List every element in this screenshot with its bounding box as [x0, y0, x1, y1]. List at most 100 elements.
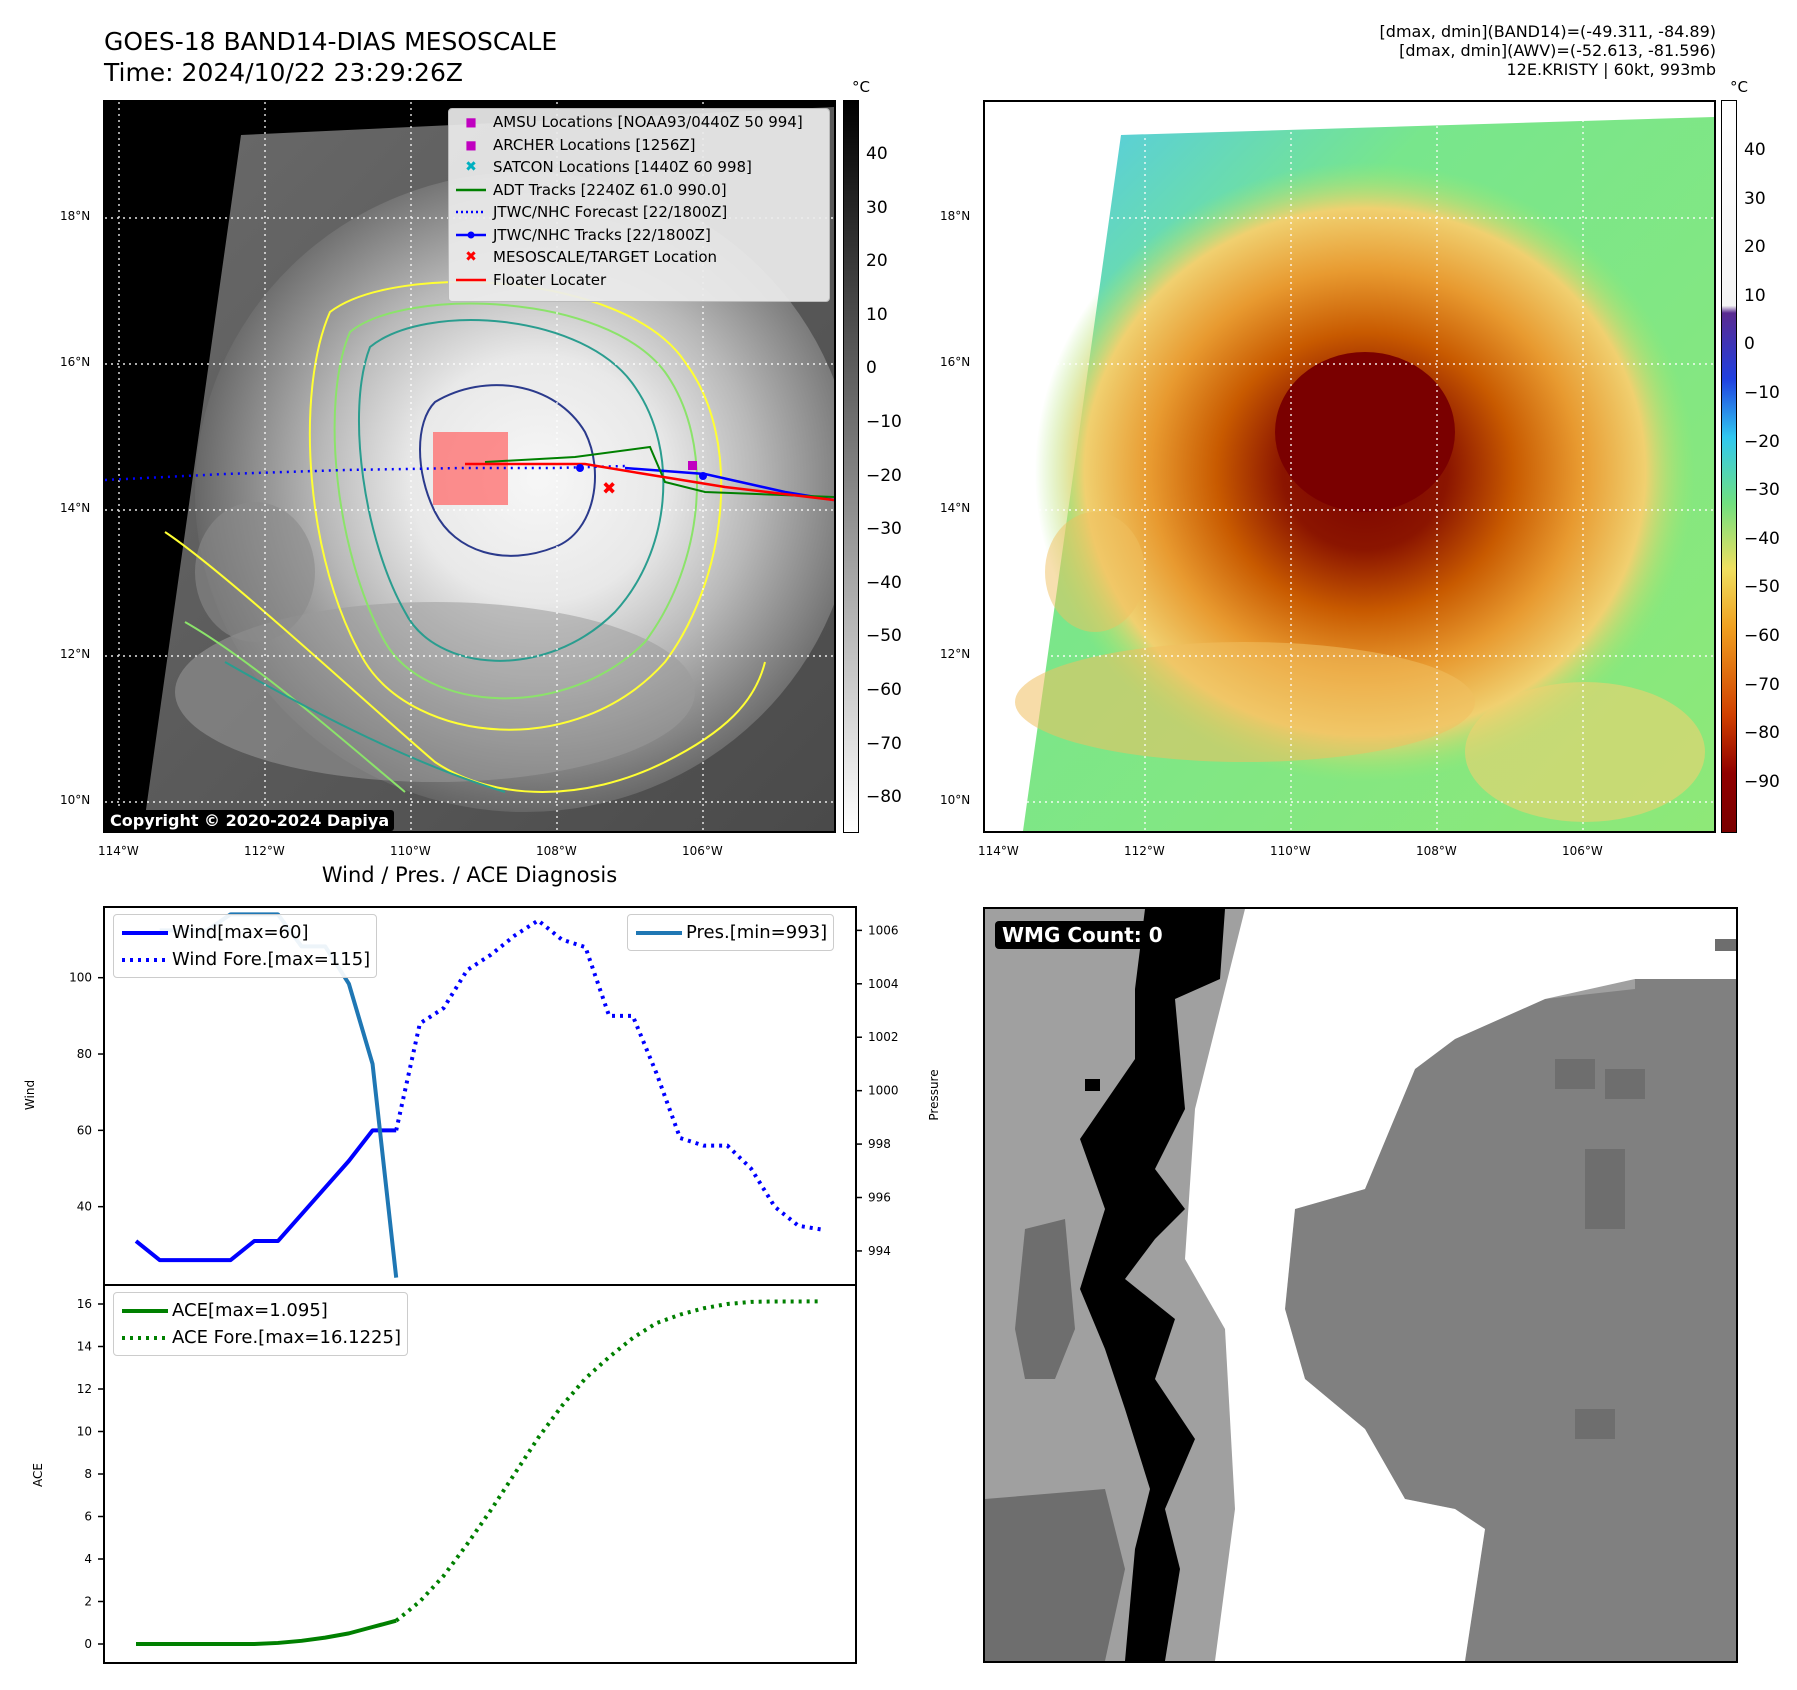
- wind-fore-legend-entry: Wind Fore.[max=115]: [120, 946, 370, 973]
- pressure-tick-label: 1004: [868, 977, 899, 991]
- pressure-tick-label: 1002: [868, 1030, 899, 1044]
- ace-tick-label: 6: [84, 1510, 92, 1524]
- ir-map-panel: ✖ Copyright © 2020-2024 Dapiya ■ AMSU Loc…: [103, 100, 836, 833]
- legend-entry: ✖ SATCON Locations [1440Z 60 998]: [449, 156, 829, 179]
- wmg-count-label: WMG Count: 0: [995, 921, 1170, 949]
- colorbar-tick-label: −20: [1744, 431, 1780, 452]
- legend-label: MESOSCALE/TARGET Location: [493, 248, 718, 267]
- legend-symbol: ■: [465, 115, 477, 130]
- wind-tick-label: 80: [77, 1047, 92, 1061]
- colorbar-tick-label: −30: [866, 519, 902, 540]
- colorbar-tick-label: −50: [1744, 577, 1780, 598]
- ir-lon-label: 108°W: [536, 844, 577, 858]
- wind-legend-entry: Wind[max=60]: [120, 919, 370, 946]
- wmg-image: [985, 909, 1736, 1661]
- awv-map-image: [985, 102, 1714, 831]
- figure-title: GOES-18 BAND14-DIAS MESOSCALE Time: 2024…: [104, 26, 557, 88]
- legend-entry: ADT Tracks [2240Z 61.0 990.0]: [449, 179, 829, 202]
- wind-series-line: [134, 1128, 397, 1263]
- ir-lat-label: 16°N: [60, 355, 91, 369]
- awv-lon-label: 114°W: [978, 844, 1019, 858]
- awv-lon-label: 106°W: [1562, 844, 1603, 858]
- pressure-legend-entry: Pres.[min=993]: [634, 919, 827, 946]
- legend-symbol: ✖: [465, 159, 477, 176]
- ace-tick-label: 2: [84, 1595, 92, 1609]
- ace-fore-legend-label: ACE Fore.[max=16.1225]: [172, 1327, 401, 1348]
- ace-series-line: [136, 1618, 397, 1646]
- ace-tick-label: 8: [84, 1467, 92, 1481]
- ace-fore-legend-entry: ACE Fore.[max=16.1225]: [120, 1324, 401, 1351]
- wind-legend-label: Wind[max=60]: [172, 922, 309, 943]
- wind-legend: Wind[max=60] Wind Fore.[max=115]: [113, 914, 378, 978]
- colorbar-tick-label: 10: [866, 304, 888, 325]
- colorbar-tick-label: −60: [1744, 626, 1780, 646]
- colorbar-tick-label: 20: [866, 251, 888, 272]
- intensity-info: [dmax, dmin](BAND14)=(-49.311, -84.89) […: [1380, 22, 1716, 79]
- legend-symbol: [449, 185, 493, 195]
- ace-axis-label: ACE: [31, 1463, 45, 1487]
- ace-legend-swatch: [122, 1308, 168, 1313]
- pressure-tick-label: 1006: [868, 923, 899, 937]
- legend-entry: ✖ MESOSCALE/TARGET Location: [449, 246, 829, 269]
- colorbar-tick-label: 30: [866, 197, 888, 218]
- awv-lat-label: 16°N: [940, 355, 971, 369]
- legend-label: AMSU Locations [NOAA93/0440Z 50 994]: [493, 113, 803, 132]
- colorbar-tick-label: 40: [866, 144, 888, 164]
- colorbar-tick-label: −40: [866, 572, 902, 593]
- colorbar-tick-label: −60: [866, 680, 902, 700]
- awv-lat-label: 18°N: [940, 209, 971, 223]
- ir-lon-label: 110°W: [390, 844, 431, 858]
- legend-label: SATCON Locations [1440Z 60 998]: [493, 158, 752, 177]
- ir-lat-label: 14°N: [60, 501, 91, 515]
- ir-lon-label: 114°W: [98, 844, 139, 858]
- legend-label: Floater Locater: [493, 270, 607, 289]
- wind-tick-label: 60: [77, 1123, 92, 1137]
- colorbar-tick-label: −90: [1744, 771, 1780, 792]
- ace-tick-label: 12: [77, 1382, 92, 1396]
- ir-colorbar-unit: °C: [852, 78, 870, 96]
- wind-forecast-series-line: [394, 918, 823, 1232]
- ace-tick-label: 4: [84, 1552, 92, 1566]
- ace-tick-label: 14: [77, 1340, 92, 1354]
- colorbar-tick-label: −30: [1744, 480, 1780, 501]
- colorbar-tick-label: 0: [1744, 334, 1755, 355]
- colorbar-tick-label: −80: [866, 787, 902, 808]
- colorbar-tick-label: 20: [1744, 237, 1766, 258]
- legend-label: JTWC/NHC Forecast [22/1800Z]: [493, 203, 728, 222]
- awv-colorbar: [1721, 100, 1737, 833]
- ir-lat-label: 10°N: [60, 793, 91, 807]
- ir-lat-label: 12°N: [60, 647, 91, 661]
- pressure-legend-swatch: [636, 930, 682, 935]
- legend-label: ADT Tracks [2240Z 61.0 990.0]: [493, 180, 727, 199]
- awv-lat-label: 14°N: [940, 501, 971, 515]
- pressure-tick-label: 998: [868, 1137, 891, 1151]
- colorbar-tick-label: −70: [1744, 674, 1780, 695]
- wind-legend-swatch: [122, 930, 168, 935]
- legend-entry: Floater Locater: [449, 269, 829, 292]
- legend-label: JTWC/NHC Tracks [22/1800Z]: [493, 225, 711, 244]
- ir-lon-label: 112°W: [244, 844, 285, 858]
- ace-tick-label: 0: [84, 1637, 92, 1651]
- diagnosis-chart: 40 60 80 100 994 996 998 1000 1002 1004 1006 0 2 4 6…: [23, 906, 941, 1664]
- title-line-1: GOES-18 BAND14-DIAS MESOSCALE: [104, 27, 558, 56]
- colorbar-tick-label: −10: [866, 412, 902, 432]
- awv-lon-label: 112°W: [1124, 844, 1165, 858]
- ace-legend-label: ACE[max=1.095]: [172, 1300, 328, 1321]
- diagnosis-title: Wind / Pres. / ACE Diagnosis: [321, 863, 618, 887]
- colorbar-tick-label: −80: [1744, 723, 1780, 744]
- awv-lat-label: 12°N: [940, 647, 971, 661]
- legend-entry: ■ AMSU Locations [NOAA93/0440Z 50 994]: [449, 111, 829, 134]
- awv-lon-label: 108°W: [1416, 844, 1457, 858]
- wind-axis-label: Wind: [23, 1080, 37, 1110]
- legend-label: ARCHER Locations [1256Z]: [493, 135, 696, 154]
- legend-symbol: [449, 275, 493, 285]
- ace-tick-label: 16: [77, 1297, 92, 1311]
- ace-legend-entry: ACE[max=1.095]: [120, 1297, 401, 1324]
- info-line-3: 12E.KRISTY | 60kt, 993mb: [1506, 60, 1717, 79]
- info-line-2: [dmax, dmin](AWV)=(-52.613, -81.596): [1399, 41, 1716, 60]
- pressure-tick-label: 994: [868, 1244, 891, 1258]
- colorbar-tick-label: 40: [1744, 140, 1766, 160]
- ace-forecast-series-line: [394, 1299, 823, 1623]
- legend-entry: JTWC/NHC Forecast [22/1800Z]: [449, 201, 829, 224]
- ir-lon-label: 106°W: [682, 844, 723, 858]
